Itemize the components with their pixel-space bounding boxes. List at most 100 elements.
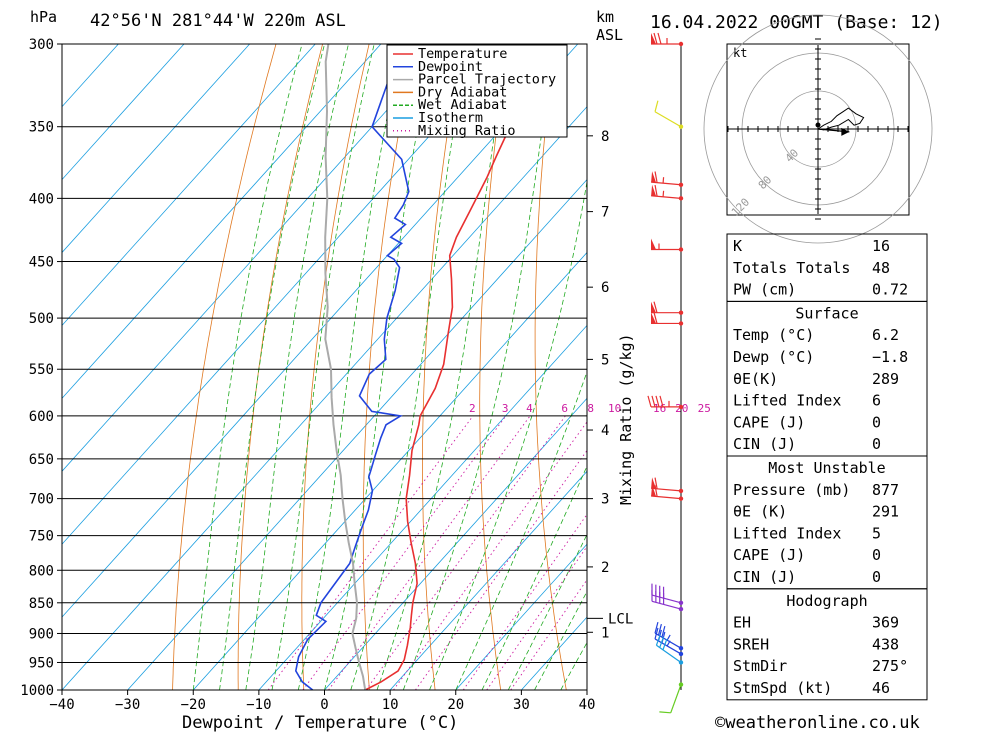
pressure-tick-label: 550 [29,362,54,378]
index-label: θE (K) [733,503,787,521]
indices-section-title: Most Unstable [768,459,885,477]
wind-barb-flag [659,712,670,713]
lcl-label: LCL [608,611,633,627]
index-value: 0 [872,435,881,453]
pressure-unit-label: hPa [30,8,57,26]
wind-barb-staff [651,496,681,499]
index-label: SREH [733,635,769,653]
copyright: ©weatheronline.co.uk [715,713,920,733]
wind-barb [655,101,683,129]
wind-barb [659,682,683,712]
wind-barb-staff [655,112,681,127]
wind-barb [651,302,683,315]
wind-barb-flag [655,101,658,112]
index-label: CIN (J) [733,568,796,586]
index-value: 275° [872,657,908,675]
index-value: 369 [872,614,899,632]
sounding-series [296,44,562,690]
temperature-tick-label: −10 [246,697,271,713]
isotherm-line [193,44,774,690]
dry-adiabat-line [535,44,566,690]
mixing-ratio-line [329,416,531,690]
pressure-tick-label: 850 [29,596,54,612]
index-value: 6.2 [872,326,899,344]
wind-barb-half-flag [663,177,664,183]
pressure-axis: 3003504004505005506006507007508008509009… [20,37,62,699]
wet-adiabat-line [220,44,325,690]
index-value: −1.8 [872,348,908,366]
wind-barb-flag [648,396,651,407]
index-value: 877 [872,481,899,499]
index-value: 0 [872,413,881,431]
wind-barb [652,590,683,611]
height-tick-label: 8 [601,129,609,145]
wind-barb-staff [652,601,681,609]
index-label: θE(K) [733,370,778,388]
wind-barb [651,312,683,325]
index-label: EH [733,614,751,632]
mixing-ratio-label: 8 [587,402,594,415]
mixing-ratio-line [366,416,566,690]
index-value: 48 [872,259,890,277]
wind-barb-half-flag [667,635,670,640]
pressure-tick-label: 350 [29,120,54,136]
wind-barb-staff [671,685,681,713]
index-label: Dewp (°C) [733,348,814,366]
height-tick-label: 1 [601,625,609,641]
height-unit-asl: ASL [596,26,623,44]
dewpoint-line [296,44,414,690]
index-value: 289 [872,370,899,388]
index-value: 16 [872,237,890,255]
index-value: 291 [872,503,899,521]
index-value: 46 [872,679,890,697]
wet-adiabat-line [403,44,554,690]
index-value: 0 [872,546,881,564]
mixing-ratio-line [487,416,679,690]
wind-barb [651,185,683,201]
height-tick-label: 2 [601,560,609,576]
temperature-tick-label: −40 [49,697,74,713]
pressure-tick-label: 400 [29,191,54,207]
pressure-tick-label: 700 [29,492,54,508]
index-value: 438 [872,635,899,653]
temperature-tick-label: 30 [513,697,530,713]
mixing-ratio-label: 16 [653,402,666,415]
temperature-tick-label: 10 [382,697,399,713]
index-label: CAPE (J) [733,413,805,431]
pressure-gridlines [62,44,587,690]
index-label: K [733,237,742,255]
indices-section-title: Surface [795,304,858,322]
wind-barb [651,238,683,251]
wind-barb [651,33,683,46]
mixing-ratio-label: 3 [502,402,509,415]
wind-barb-flag [658,33,661,44]
index-label: Pressure (mb) [733,481,850,499]
index-value: 0.72 [872,281,908,299]
wet-adiabat-line [246,44,349,690]
legend-label: Mixing Ratio [418,123,516,139]
mixing-ratio-label: 6 [561,402,568,415]
temperature-line [365,44,561,690]
index-label: Temp (°C) [733,326,814,344]
location-title: 42°56'N 281°44'W 220m ASL [90,11,346,31]
isotherm-line [0,44,447,690]
index-value: 0 [872,568,881,586]
index-label: StmDir [733,657,787,675]
wind-barb [656,635,683,665]
index-value: 6 [872,392,881,410]
temperature-tick-label: 20 [447,697,464,713]
pressure-tick-label: 800 [29,563,54,579]
index-label: Lifted Index [733,392,841,410]
mixing-ratio-label: 2 [469,402,476,415]
wet-adiabat-line [325,44,434,690]
temperature-tick-label: −30 [115,697,140,713]
pressure-tick-label: 900 [29,626,54,642]
dry-adiabat-line [974,44,1000,690]
index-label: PW (cm) [733,281,796,299]
wet-adiabat-line [298,44,402,690]
mixing-ratio-label: 4 [526,402,533,415]
isotherm-line [0,44,512,690]
